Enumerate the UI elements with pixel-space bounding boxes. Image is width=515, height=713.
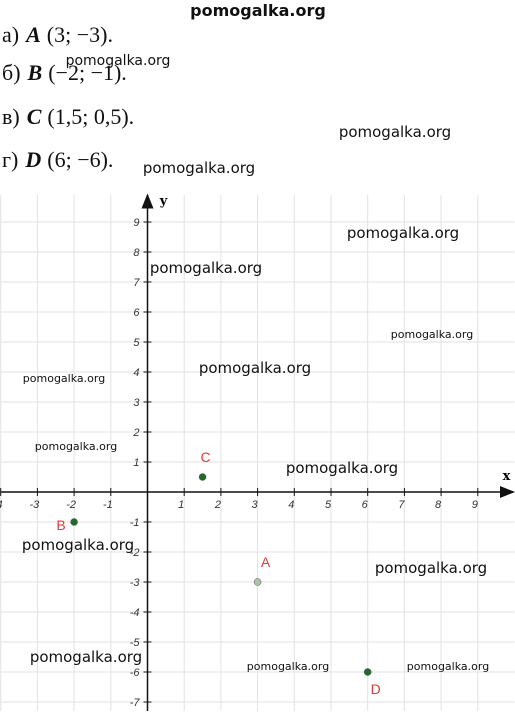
item-line: г) D (6; −6). <box>2 147 113 172</box>
item-coords: (1,5; 0,5). <box>47 104 134 129</box>
y-tick-label: -7 <box>130 697 141 709</box>
watermark: pomogalka.org <box>22 536 134 554</box>
y-tick-label: -4 <box>130 607 140 619</box>
x-tick-label: 9 <box>472 499 478 511</box>
watermark: pomogalka.org <box>339 123 451 141</box>
item-point: C <box>27 104 42 129</box>
y-tick-label: -3 <box>130 577 141 589</box>
y-tick-label: 2 <box>132 427 139 439</box>
watermark: pomogalka.org <box>347 224 459 242</box>
y-tick-label: -6 <box>130 667 141 679</box>
item-line: в) C (1,5; 0,5). <box>2 104 134 129</box>
x-tick-label: -4 <box>0 499 3 511</box>
watermark: pomogalka.org <box>143 159 255 177</box>
watermark: pomogalka.org <box>23 372 105 385</box>
item-line: б) B (−2; −1). <box>2 60 127 85</box>
point-label: C <box>200 449 210 465</box>
point <box>70 518 78 526</box>
watermark: pomogalka.org <box>286 459 398 477</box>
y-tick-label: -1 <box>130 517 140 529</box>
x-tick-label: 6 <box>362 499 369 511</box>
watermark: pomogalka.org <box>247 660 329 673</box>
y-tick-label: 1 <box>133 457 139 469</box>
x-tick-label: 8 <box>435 499 442 511</box>
point-label: D <box>371 681 381 697</box>
item-letter: а) <box>2 22 19 47</box>
x-tick-label: -1 <box>103 499 113 511</box>
point <box>198 473 207 481</box>
watermark: pomogalka.org <box>190 1 326 20</box>
watermark: pomogalka.org <box>30 648 142 666</box>
x-tick-label: 4 <box>288 499 294 511</box>
y-axis-label: y <box>159 194 168 209</box>
y-tick-label: 3 <box>133 397 140 409</box>
item-point: D <box>24 147 41 172</box>
x-tick-label: -2 <box>66 499 76 511</box>
item-point: B <box>27 60 43 85</box>
x-axis-label: x <box>503 469 511 484</box>
item-letter: г) <box>2 147 18 172</box>
y-tick-label: 4 <box>133 367 139 379</box>
x-tick-label: 7 <box>398 499 405 511</box>
point-label: B <box>56 517 65 533</box>
y-tick-label: 5 <box>133 337 140 349</box>
watermark: pomogalka.org <box>375 559 487 577</box>
watermark: pomogalka.org <box>66 53 171 69</box>
y-tick-label: 9 <box>133 217 139 229</box>
x-tick-label: -3 <box>30 499 41 511</box>
item-point: A <box>24 22 41 47</box>
item-line: а) A (3; −3). <box>2 22 113 47</box>
x-tick-label: 2 <box>214 499 221 511</box>
item-coords: (6; −6). <box>47 147 113 172</box>
y-tick-label: -2 <box>130 547 140 559</box>
item-letter: в) <box>2 104 20 129</box>
watermark: pomogalka.org <box>35 440 117 453</box>
y-tick-label: 8 <box>133 247 140 259</box>
item-letter: б) <box>2 60 21 85</box>
point <box>363 668 372 676</box>
item-coords: (3; −3). <box>47 22 113 47</box>
item-coords: (−2; −1). <box>48 60 127 85</box>
y-tick-label: 7 <box>133 277 140 289</box>
point-label: A <box>261 554 271 570</box>
y-tick-label: 6 <box>133 307 140 319</box>
watermark: pomogalka.org <box>150 259 262 277</box>
watermark: pomogalka.org <box>391 328 473 341</box>
x-tick-label: 1 <box>178 499 184 511</box>
y-tick-label: -5 <box>130 637 141 649</box>
point <box>253 578 262 586</box>
x-tick-label: 3 <box>252 499 259 511</box>
watermark: pomogalka.org <box>199 359 311 377</box>
x-tick-label: 5 <box>325 499 332 511</box>
watermark: pomogalka.org <box>407 660 489 673</box>
